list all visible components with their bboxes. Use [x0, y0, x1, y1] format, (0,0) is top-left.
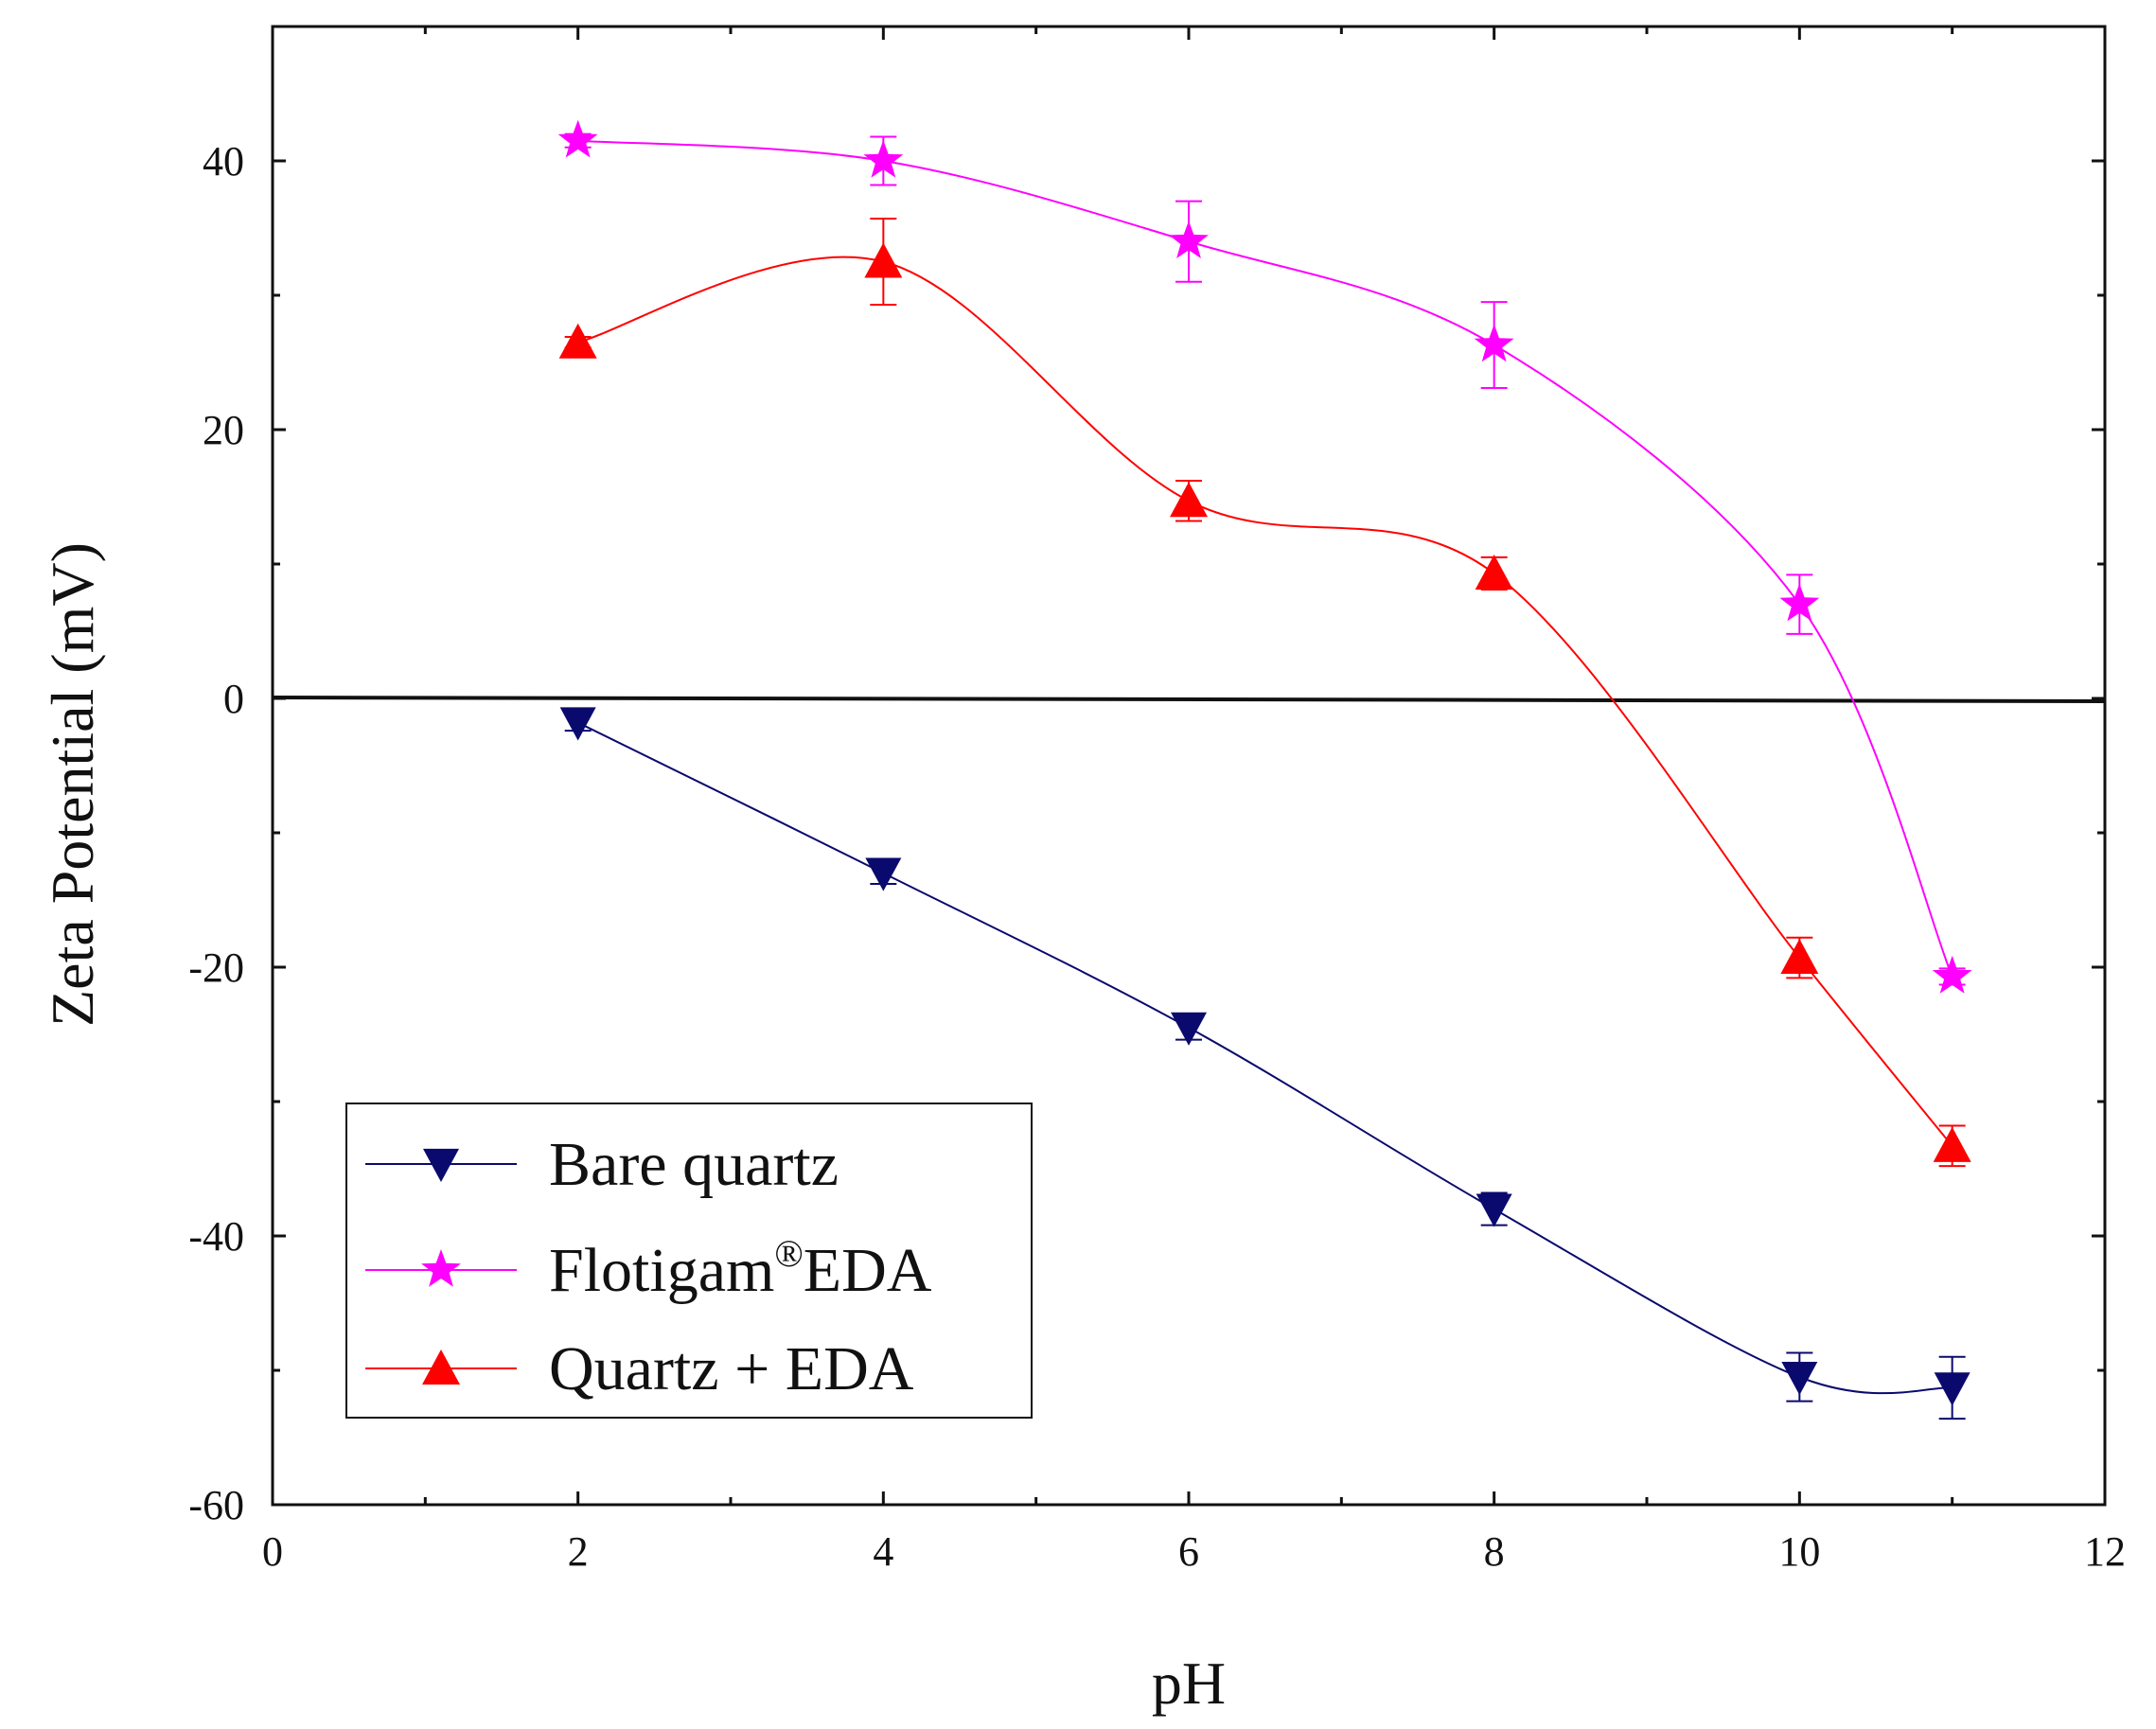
series-quartz-eda [558, 218, 1971, 1168]
legend-marker [422, 1350, 460, 1385]
x-tick-label: 4 [873, 1528, 893, 1575]
data-point [1170, 482, 1208, 518]
legend: Bare quartz Flotigam®EDA Quartz + EDA [345, 1103, 1033, 1419]
data-point [1933, 1126, 1971, 1162]
series-line [577, 139, 1953, 978]
data-point [1474, 324, 1514, 362]
y-tick-label: 0 [223, 676, 244, 722]
series-flotigam [557, 119, 1972, 994]
data-point [865, 857, 902, 891]
zero-line [272, 696, 2106, 703]
x-tick-label: 12 [2084, 1528, 2126, 1575]
data-point [1476, 1193, 1512, 1227]
legend-label: Bare quartz [549, 1130, 839, 1199]
data-point [1171, 1012, 1207, 1046]
series-layer [557, 119, 1972, 1420]
zero-reference-line [272, 696, 2106, 703]
legend-marker [421, 1249, 461, 1287]
legend-label: Quartz + EDA [549, 1334, 914, 1403]
data-point [557, 119, 598, 158]
data-point [1934, 1372, 1970, 1406]
data-point [864, 242, 903, 278]
data-point [1781, 1361, 1818, 1396]
y-tick-label: -60 [188, 1482, 244, 1528]
x-tick-label: 6 [1178, 1528, 1199, 1575]
y-tick-label: -20 [188, 944, 244, 991]
data-point [1779, 583, 1820, 622]
x-tick-label: 0 [262, 1528, 283, 1575]
data-point [863, 140, 904, 178]
series-bare-quartz [559, 707, 1970, 1420]
y-tick-label: -40 [188, 1213, 244, 1260]
x-axis-title: pH [1152, 1650, 1226, 1717]
data-point [559, 707, 596, 741]
legend-marker [423, 1148, 459, 1182]
legend-box [345, 1103, 1033, 1419]
legend-label: Flotigam®EDA [549, 1232, 932, 1305]
x-tick-label: 8 [1484, 1528, 1505, 1575]
data-point [1932, 955, 1972, 994]
y-tick-label: 40 [203, 138, 244, 185]
axes: 0 2 4 6 8 10 12 -60 -40 -20 0 20 40 [188, 25, 2126, 1575]
data-point [1780, 939, 1819, 975]
x-tick-label: 10 [1778, 1528, 1820, 1575]
data-point [1169, 221, 1209, 258]
y-axis-title: Zeta Potential (mV) [39, 542, 106, 1027]
x-tick-label: 2 [568, 1528, 589, 1575]
data-point [558, 323, 597, 359]
data-point [1475, 554, 1513, 590]
y-tick-label: 20 [203, 407, 244, 453]
